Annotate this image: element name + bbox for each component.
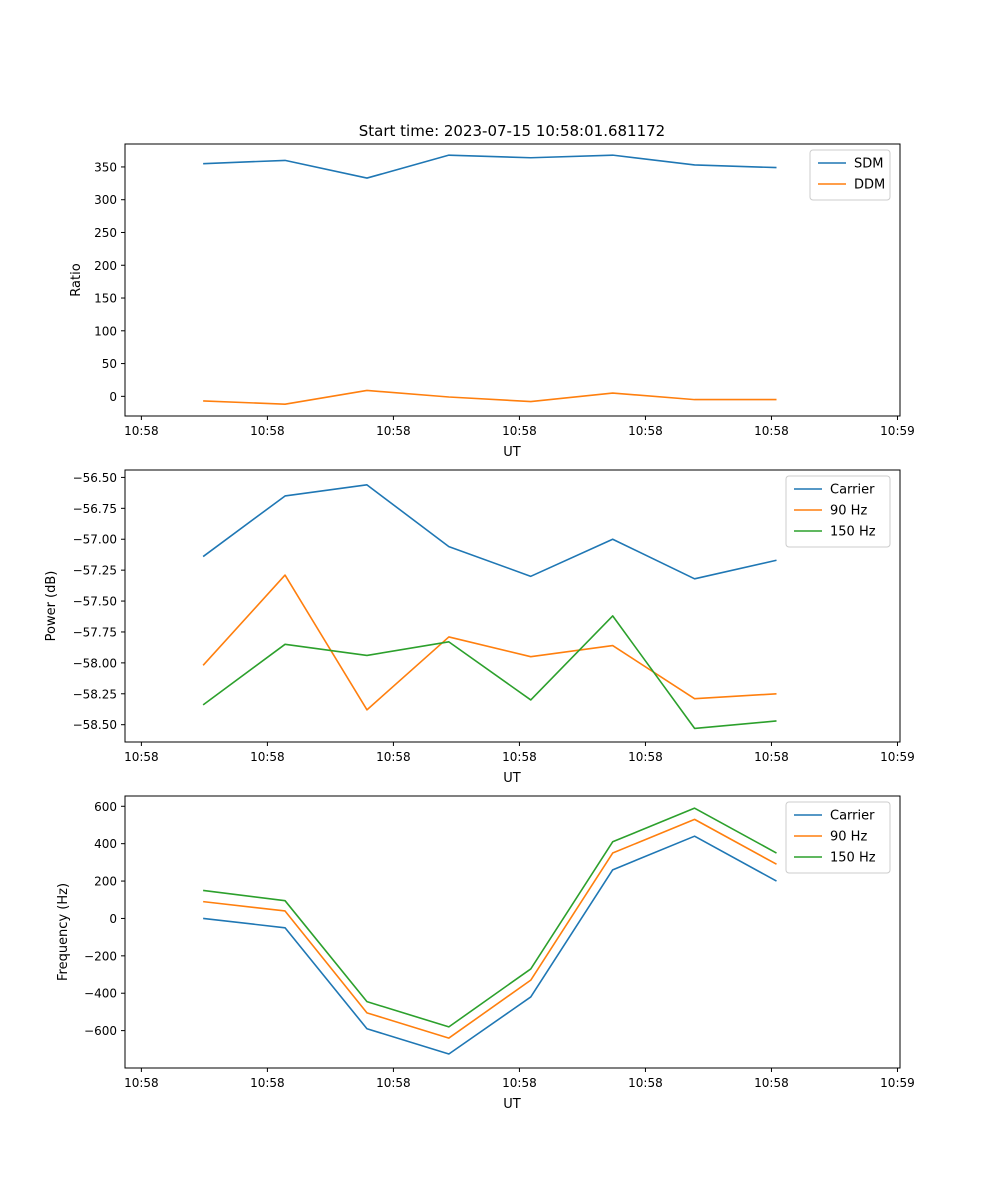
ratio-y-ticks: 0 50 100 150 200 250 300 350: [94, 160, 125, 404]
power-x-tick-label: 10:58: [628, 750, 663, 764]
ratio-y-tick-label: 350: [94, 160, 117, 174]
ratio-series-line-ddm: [203, 389, 777, 406]
frequency-legend-label: Carrier: [830, 809, 875, 824]
ratio-y-tick-label: 250: [94, 226, 117, 240]
ratio-legend: SDM DDM: [809, 149, 891, 201]
power-x-ticks: 10:58 10:58 10:58 10:58 10:58 10:58 10:59: [124, 742, 915, 764]
ratio-x-tick-label: 10:58: [502, 424, 537, 438]
power-y-axis-label: Power (dB): [44, 571, 59, 642]
power-x-tick-label: 10:58: [502, 750, 537, 764]
power-series: [202, 484, 777, 730]
ratio-x-tick-label: 10:59: [880, 424, 915, 438]
frequency-x-tick-label: 10:58: [376, 1076, 411, 1090]
frequency-series-line-150-hz: [203, 807, 777, 1028]
frequency-legend-box: [785, 801, 891, 874]
ratio-x-tick-label: 10:58: [628, 424, 663, 438]
frequency-y-tick-label: 0: [109, 912, 117, 926]
power-x-axis-label: UT: [503, 771, 521, 786]
ratio-x-tick-label: 10:58: [376, 424, 411, 438]
frequency-x-ticks: 10:58 10:58 10:58 10:58 10:58 10:58 10:59: [124, 1068, 915, 1090]
frequency-x-tick-label: 10:58: [124, 1076, 159, 1090]
frequency-x-tick-label: 10:58: [754, 1076, 789, 1090]
power-series-line-carrier: [202, 484, 777, 580]
frequency-plot-area: [124, 795, 901, 1069]
frequency-y-ticks: −600 −400 −200 0 200 400 600: [84, 800, 125, 1038]
power-y-tick-label: −58.25: [73, 687, 117, 701]
ratio-legend-label: DDM: [854, 178, 885, 193]
frequency-y-tick-label: −600: [84, 1024, 117, 1038]
power-y-tick-label: −57.00: [73, 533, 117, 547]
frequency-series-line-90-hz: [203, 818, 777, 1039]
power-legend-label: 90 Hz: [830, 504, 867, 519]
power-legend-label: 150 Hz: [830, 525, 876, 540]
power-panel: 10:58 10:58 10:58 10:58 10:58 10:58 10:59 −58.…: [44, 469, 915, 786]
power-series-line-90-hz: [202, 574, 777, 711]
power-x-tick-label: 10:59: [880, 750, 915, 764]
frequency-y-tick-label: 400: [94, 837, 117, 851]
ratio-y-tick-label: 100: [94, 324, 117, 338]
power-y-tick-label: −56.75: [73, 502, 117, 516]
power-plot-area: [124, 469, 901, 743]
power-y-ticks: −58.50 −58.25 −58.00 −57.75 −57.50 −57.25 −57.…: [73, 471, 125, 732]
frequency-series-line-carrier: [203, 835, 777, 1055]
power-series-line-150-hz: [202, 615, 777, 730]
power-y-tick-label: −57.25: [73, 564, 117, 578]
ratio-panel: 10:58 10:58 10:58 10:58 10:58 10:58 10:59 0 50 1…: [69, 143, 915, 460]
power-legend-box: [785, 475, 891, 548]
ratio-x-tick-label: 10:58: [124, 424, 159, 438]
ratio-x-tick-label: 10:58: [250, 424, 285, 438]
power-legend: Carrier 90 Hz 150 Hz: [785, 475, 891, 548]
ratio-x-ticks: 10:58 10:58 10:58 10:58 10:58 10:58 10:59: [124, 416, 915, 438]
ratio-y-tick-label: 300: [94, 193, 117, 207]
frequency-y-tick-label: −400: [84, 987, 117, 1001]
frequency-y-tick-label: 200: [94, 875, 117, 889]
ratio-y-tick-label: 150: [94, 292, 117, 306]
ratio-x-tick-label: 10:58: [754, 424, 789, 438]
ratio-y-tick-label: 50: [102, 357, 117, 371]
frequency-legend: Carrier 90 Hz 150 Hz: [785, 801, 891, 874]
ratio-series-line-sdm: [203, 154, 777, 179]
power-x-tick-label: 10:58: [376, 750, 411, 764]
frequency-y-tick-label: −200: [84, 949, 117, 963]
frequency-x-tick-label: 10:58: [628, 1076, 663, 1090]
frequency-x-tick-label: 10:59: [880, 1076, 915, 1090]
ratio-y-tick-label: 0: [109, 390, 117, 404]
frequency-x-tick-label: 10:58: [502, 1076, 537, 1090]
power-legend-label: Carrier: [830, 483, 875, 498]
power-x-tick-label: 10:58: [754, 750, 789, 764]
frequency-series: [203, 807, 777, 1055]
frequency-panel: 10:58 10:58 10:58 10:58 10:58 10:58 10:59 −600…: [56, 795, 915, 1112]
power-y-tick-label: −56.50: [73, 471, 117, 485]
figure-title: Start time: 2023-07-15 10:58:01.681172: [359, 122, 665, 140]
frequency-y-tick-label: 600: [94, 800, 117, 814]
frequency-legend-label: 90 Hz: [830, 830, 867, 845]
ratio-series: [203, 154, 777, 406]
ratio-x-axis-label: UT: [503, 445, 521, 460]
power-x-tick-label: 10:58: [124, 750, 159, 764]
ratio-y-tick-label: 200: [94, 259, 117, 273]
ratio-plot-area: [124, 143, 901, 417]
ratio-legend-label: SDM: [854, 157, 883, 172]
power-y-tick-label: −58.00: [73, 656, 117, 670]
power-y-tick-label: −58.50: [73, 718, 117, 732]
ratio-y-axis-label: Ratio: [69, 263, 84, 296]
frequency-y-axis-label: Frequency (Hz): [56, 883, 71, 981]
power-y-tick-label: −57.75: [73, 625, 117, 639]
frequency-x-tick-label: 10:58: [250, 1076, 285, 1090]
frequency-legend-label: 150 Hz: [830, 851, 876, 866]
power-y-tick-label: −57.50: [73, 595, 117, 609]
power-x-tick-label: 10:58: [250, 750, 285, 764]
frequency-x-axis-label: UT: [503, 1097, 521, 1112]
